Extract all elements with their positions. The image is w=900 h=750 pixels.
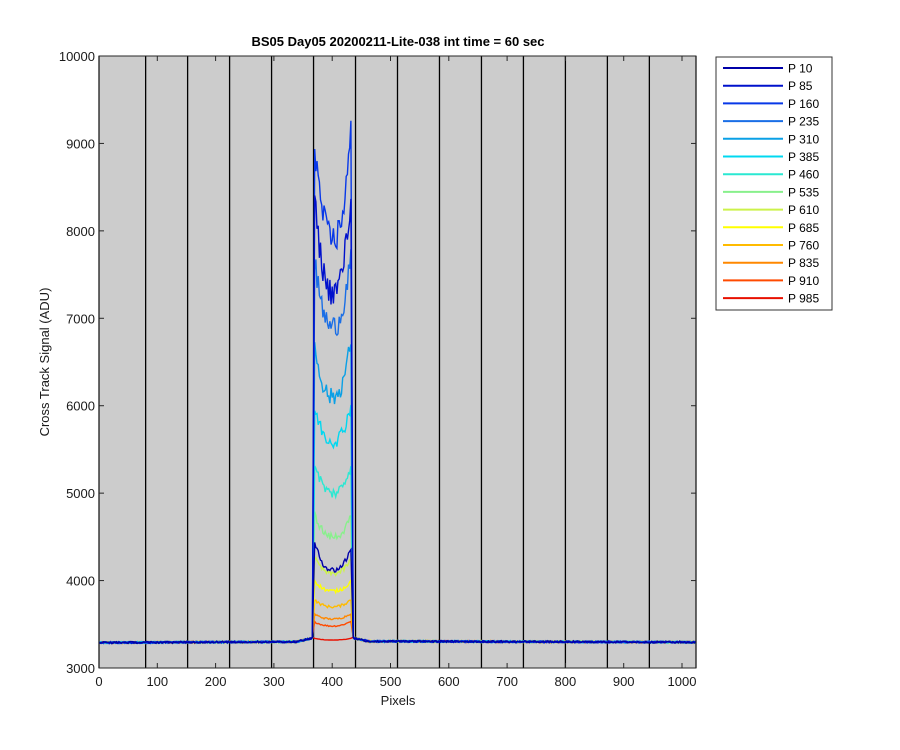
series-lines: [98, 120, 697, 645]
y-tick-label-4000: 4000: [66, 574, 95, 589]
legend-label-13: P 985: [788, 292, 819, 306]
x-tick-label-400: 400: [321, 674, 343, 689]
y-tick-label-5000: 5000: [66, 486, 95, 501]
x-tick-label-900: 900: [613, 674, 635, 689]
series-line-p10: [98, 542, 697, 645]
y-tick-label-6000: 6000: [66, 399, 95, 414]
legend-label-0: P 10: [788, 62, 813, 76]
axes-frame: [98, 55, 697, 669]
x-tick-label-1000: 1000: [668, 674, 697, 689]
y-tick-label-9000: 9000: [66, 136, 95, 151]
legend-box: [715, 56, 833, 311]
y-tick-label-7000: 7000: [66, 311, 95, 326]
legend-label-11: P 835: [788, 256, 819, 270]
legend: P 10 P 85 P 160 P 235 P 310 P 385 P 460 P 535 P …: [715, 56, 833, 311]
legend-label-2: P 160: [788, 97, 819, 111]
legend-label-12: P 910: [788, 274, 819, 288]
x-axis-ticks: 0 100 200 300 400 500 600 700 800 900 1000: [95, 56, 696, 689]
x-tick-label-700: 700: [496, 674, 518, 689]
x-tick-label-200: 200: [205, 674, 227, 689]
y-axis-ticks: 3000 4000 5000 6000 7000 8000 9000 10000: [59, 49, 696, 676]
axes: [98, 55, 697, 669]
x-tick-label-300: 300: [263, 674, 285, 689]
legend-label-3: P 235: [788, 115, 819, 129]
legend-label-8: P 610: [788, 203, 819, 217]
x-tick-label-600: 600: [438, 674, 460, 689]
y-axis-label: Cross Track Signal (ADU): [37, 288, 52, 437]
legend-label-4: P 310: [788, 132, 819, 146]
chart-title: BS05 Day05 20200211-Lite-038 int time = …: [251, 34, 544, 49]
legend-label-7: P 535: [788, 185, 819, 199]
x-tick-label-0: 0: [95, 674, 102, 689]
y-tick-label-3000: 3000: [66, 661, 95, 676]
legend-label-10: P 760: [788, 239, 819, 253]
legend-label-9: P 685: [788, 221, 819, 235]
legend-label-6: P 460: [788, 168, 819, 182]
x-axis-label: Pixels: [381, 693, 416, 708]
x-tick-label-800: 800: [555, 674, 577, 689]
legend-label-5: P 385: [788, 150, 819, 164]
x-tick-label-500: 500: [380, 674, 402, 689]
x-tick-label-100: 100: [146, 674, 168, 689]
y-tick-label-8000: 8000: [66, 224, 95, 239]
legend-label-1: P 85: [788, 79, 813, 93]
y-tick-label-10000: 10000: [59, 49, 95, 64]
